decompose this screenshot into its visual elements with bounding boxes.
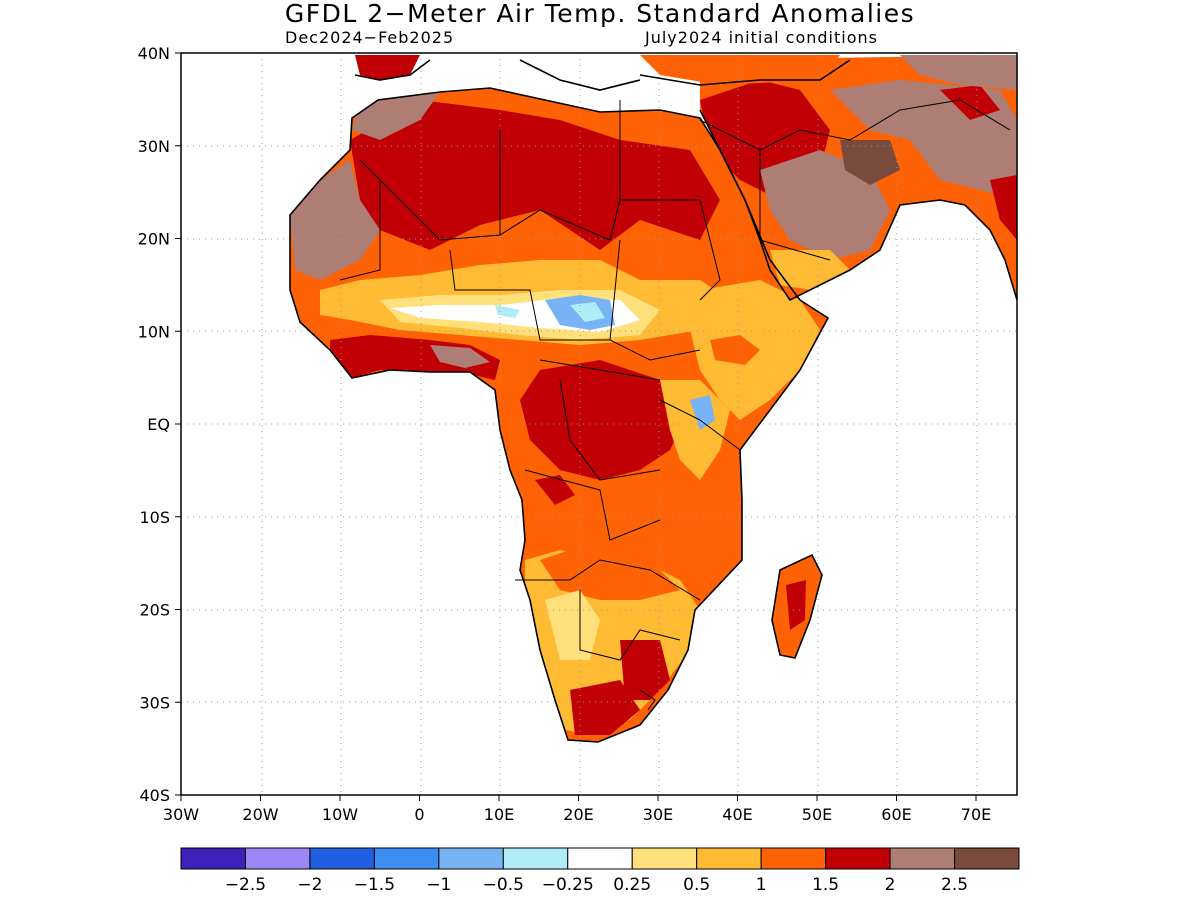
initial-conditions: July2024 initial conditions xyxy=(645,28,878,47)
lat-label: 30S xyxy=(139,693,170,712)
colorbar-label: −1 xyxy=(426,875,451,895)
lon-label: 10W xyxy=(322,805,358,824)
colorbar-swatch xyxy=(631,847,698,870)
lon-label: 60E xyxy=(881,805,911,824)
colorbar-swatch xyxy=(180,847,246,870)
colorbar-label: 0.25 xyxy=(613,875,651,895)
latitude-axis: 40N 30N 20N 10N EQ 10S 20S 30S 40S xyxy=(138,44,181,805)
colorbar-swatch xyxy=(760,847,827,870)
colorbar-label: 2 xyxy=(885,875,896,895)
colorbar-label: −2.5 xyxy=(225,875,266,895)
colorbar-label: −1.5 xyxy=(354,875,395,895)
colorbar-swatch xyxy=(438,847,504,870)
lon-label: 50E xyxy=(802,805,832,824)
lat-label: 20S xyxy=(139,601,170,620)
colorbar-swatch xyxy=(309,847,375,870)
colorbar-label: −0.5 xyxy=(483,875,524,895)
forecast-period: Dec2024−Feb2025 xyxy=(285,28,455,47)
colorbar-swatch xyxy=(502,847,569,870)
colorbar-label: −0.25 xyxy=(542,875,594,895)
lon-label: 40E xyxy=(722,805,752,824)
axis-labels: 40N 30N 20N 10N EQ 10S 20S 30S 40S 30W 20W 10W 0 10E… xyxy=(138,44,992,824)
coastlines xyxy=(289,59,1017,743)
lat-label: 20N xyxy=(138,230,170,249)
lon-label: 10E xyxy=(484,805,514,824)
lon-label: 30W xyxy=(163,805,199,824)
lat-label: EQ xyxy=(147,415,170,434)
colorbar-swatch xyxy=(825,847,891,870)
lat-label: 40S xyxy=(139,786,170,805)
colorbar-label: 1 xyxy=(756,875,767,895)
colorbar-swatch xyxy=(567,847,633,870)
longitude-axis: 30W 20W 10W 0 10E 20E 30E 40E 50E 60E 70E xyxy=(163,795,991,824)
lat-label: 10N xyxy=(138,322,170,341)
country-borders xyxy=(339,99,1011,711)
lon-label: 20W xyxy=(242,805,278,824)
lat-label: 30N xyxy=(138,137,170,156)
anomaly-fill xyxy=(181,53,1017,795)
colorbar-label: 0.5 xyxy=(683,875,710,895)
colorbar: −2.5 −2 −1.5 −1 −0.5 −0.25 0.25 0.5 1 1.5 2 2.5 xyxy=(180,847,1020,895)
lat-label: 10S xyxy=(139,508,170,527)
colorbar-label: 1.5 xyxy=(812,875,839,895)
colorbar-swatch xyxy=(244,847,311,870)
colorbar-label: −2 xyxy=(297,875,322,895)
colorbar-swatch xyxy=(696,847,762,870)
lon-label: 20E xyxy=(563,805,593,824)
colorbar-swatch xyxy=(373,847,440,870)
lon-label: 0 xyxy=(414,805,424,824)
chart-title: GFDL 2−Meter Air Temp. Standard Anomalie… xyxy=(284,0,916,28)
colorbar-swatch xyxy=(954,847,1020,870)
colorbar-swatch xyxy=(889,847,956,870)
lon-label: 30E xyxy=(643,805,673,824)
lon-label: 70E xyxy=(961,805,991,824)
colorbar-label: 2.5 xyxy=(941,875,968,895)
lat-label: 40N xyxy=(138,44,170,63)
